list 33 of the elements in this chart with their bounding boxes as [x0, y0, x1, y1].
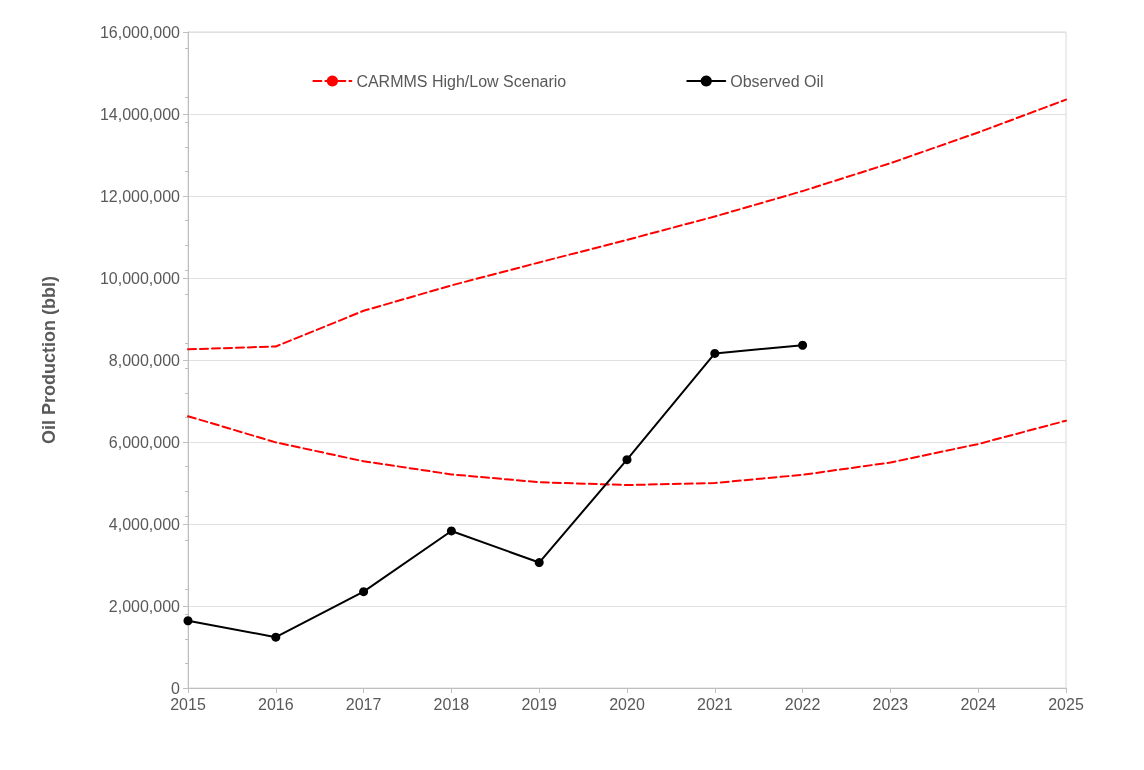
- y-tick-label: 6,000,000: [108, 433, 181, 451]
- legend-label: Observed Oil: [730, 72, 824, 90]
- y-tick-label: 0: [171, 679, 181, 697]
- x-tick-label: 2025: [1048, 695, 1084, 713]
- x-tick-label: 2021: [697, 695, 733, 713]
- x-tick-label: 2017: [345, 695, 382, 713]
- y-tick-label: 16,000,000: [99, 23, 181, 41]
- x-tick-label: 2016: [258, 695, 294, 713]
- x-tick-label: 2020: [609, 695, 645, 713]
- point: [271, 632, 281, 642]
- y-tick-label: 8,000,000: [108, 351, 181, 369]
- y-tick-label: 12,000,000: [99, 187, 181, 205]
- x-tick-label: 2024: [960, 695, 997, 713]
- point: [622, 455, 632, 465]
- line-series: [187, 98, 1067, 351]
- x-tick-label: 2015: [170, 695, 206, 713]
- line-series: [187, 415, 1067, 487]
- point: [710, 348, 720, 358]
- y-axis-title: Oil Production (bbl): [39, 276, 59, 444]
- x-tick-label: 2022: [784, 695, 821, 713]
- point: [446, 526, 456, 536]
- x-tick-label: 2018: [433, 695, 470, 713]
- y-tick-label: 2,000,000: [108, 597, 181, 615]
- legend-label: CARMMS High/Low Scenario: [356, 72, 567, 90]
- point: [183, 616, 193, 626]
- y-tick-label: 4,000,000: [108, 515, 181, 533]
- point: [798, 340, 808, 350]
- y-tick-label: 14,000,000: [99, 105, 181, 123]
- x-tick-label: 2019: [521, 695, 558, 713]
- point: [534, 558, 544, 568]
- x-tick-label: 2023: [872, 695, 909, 713]
- y-tick-label: 10,000,000: [99, 269, 181, 287]
- point: [359, 587, 369, 597]
